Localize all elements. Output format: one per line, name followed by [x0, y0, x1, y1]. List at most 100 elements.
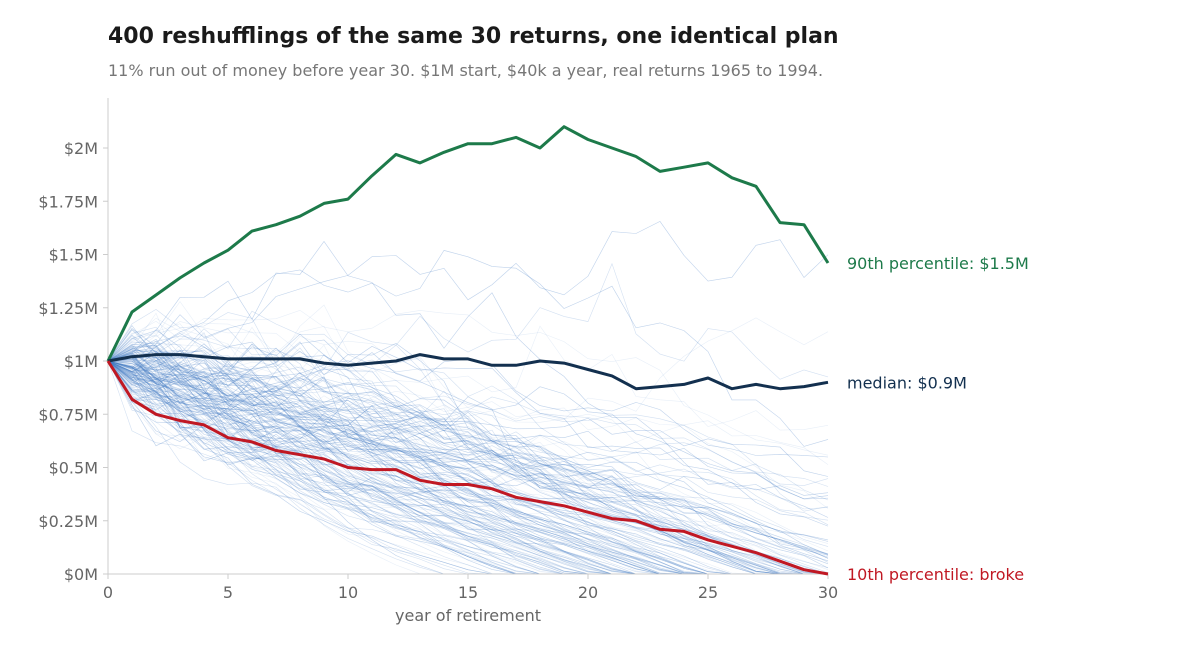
simulation-path	[107, 343, 828, 575]
simulation-path	[107, 351, 829, 558]
simulation-path	[107, 344, 829, 542]
simulation-path	[107, 343, 828, 575]
simulation-path	[107, 356, 828, 575]
simulation-path	[107, 355, 829, 556]
simulation-path	[107, 356, 829, 465]
simulation-path	[107, 240, 829, 527]
simulation-path	[107, 360, 829, 518]
simulation-path	[107, 344, 829, 542]
simulation-path	[107, 360, 829, 569]
end-label-median: median: $0.9M	[847, 373, 967, 392]
simulation-path	[107, 250, 829, 447]
simulation-path	[107, 351, 828, 575]
simulation-path	[107, 360, 829, 575]
simulation-path	[107, 360, 829, 575]
simulation-path	[107, 353, 829, 575]
simulation-path	[107, 356, 829, 555]
simulation-path	[107, 221, 829, 362]
simulation-path	[107, 333, 829, 565]
y-tick-label: $0.5M	[49, 459, 98, 478]
simulation-path	[107, 317, 829, 431]
simulation-path	[107, 355, 829, 556]
simulation-path	[107, 360, 828, 575]
simulation-path	[107, 360, 829, 575]
simulation-path	[107, 355, 828, 575]
simulation-path	[107, 360, 829, 562]
end-label-p90: 90th percentile: $1.5M	[847, 254, 1029, 273]
simulation-path	[107, 360, 829, 556]
simulation-path	[107, 360, 829, 518]
simulation-path	[107, 360, 828, 575]
simulation-path	[107, 339, 829, 496]
simulation-path	[107, 320, 829, 556]
simulation-path	[107, 360, 829, 552]
simulation-path	[107, 339, 828, 575]
simulation-path	[107, 350, 829, 500]
simulation-path	[107, 339, 828, 575]
simulation-path	[107, 349, 828, 575]
simulation-path	[107, 345, 829, 487]
simulation-path	[107, 360, 829, 559]
simulation-path	[107, 351, 828, 575]
simulation-path	[107, 360, 829, 575]
simulation-path	[107, 360, 829, 562]
y-ticks: $0M $0.25M $0.5M $0.75M $1M $1.25M $1.5M $1.75M…	[38, 139, 108, 584]
simulation-path	[107, 355, 828, 575]
simulation-path	[107, 325, 829, 555]
simulation-path	[107, 354, 828, 575]
simulation-path	[107, 346, 829, 477]
simulation-path	[107, 349, 828, 575]
series-line-median	[107, 353, 829, 391]
simulation-path	[107, 358, 828, 575]
simulation-path	[107, 346, 828, 575]
simulation-path	[107, 341, 828, 575]
simulation-path	[108, 360, 828, 575]
simulation-path	[107, 350, 829, 500]
simulation-path	[107, 360, 828, 575]
simulation-path	[107, 360, 829, 575]
simulation-path	[107, 360, 828, 575]
simulation-path	[107, 240, 829, 527]
simulation-path	[107, 341, 828, 575]
simulation-path	[107, 360, 828, 575]
simulation-path	[107, 360, 829, 509]
simulation-path	[107, 360, 829, 563]
x-tick-label: 10	[338, 583, 358, 602]
simulation-path	[107, 360, 829, 521]
simulation-path	[107, 360, 828, 575]
y-tick-label: $1M	[64, 352, 98, 371]
simulation-path	[107, 360, 829, 575]
simulation-path	[107, 344, 828, 575]
simulation-path	[107, 262, 829, 390]
simulation-path	[107, 355, 828, 575]
simulation-path	[107, 304, 828, 575]
simulation-path	[108, 360, 828, 575]
simulation-path	[107, 332, 829, 575]
simulation-path	[107, 360, 828, 575]
simulation-path	[107, 339, 828, 575]
end-label-p10: 10th percentile: broke	[847, 565, 1024, 584]
simulation-path	[107, 360, 829, 575]
simulation-path	[107, 346, 829, 477]
y-tick-label: $2M	[64, 139, 98, 158]
simulation-path	[107, 360, 828, 575]
simulation-path	[107, 346, 829, 477]
simulation-path	[107, 360, 829, 562]
simulation-path	[107, 360, 828, 575]
simulation-path	[107, 351, 829, 558]
simulation-path	[107, 351, 828, 575]
simulation-path	[107, 250, 829, 447]
simulation-path	[107, 351, 828, 575]
x-tick-label: 5	[223, 583, 233, 602]
simulation-path	[107, 360, 829, 575]
simulation-path	[108, 360, 828, 575]
simulation-path	[107, 347, 829, 568]
simulation-path	[107, 360, 828, 575]
simulation-path	[107, 360, 828, 575]
chart-subtitle: 11% run out of money before year 30. $1M…	[108, 61, 824, 80]
simulation-path	[107, 360, 828, 575]
y-tick-label: $1.25M	[38, 299, 98, 318]
simulation-path	[107, 360, 828, 575]
